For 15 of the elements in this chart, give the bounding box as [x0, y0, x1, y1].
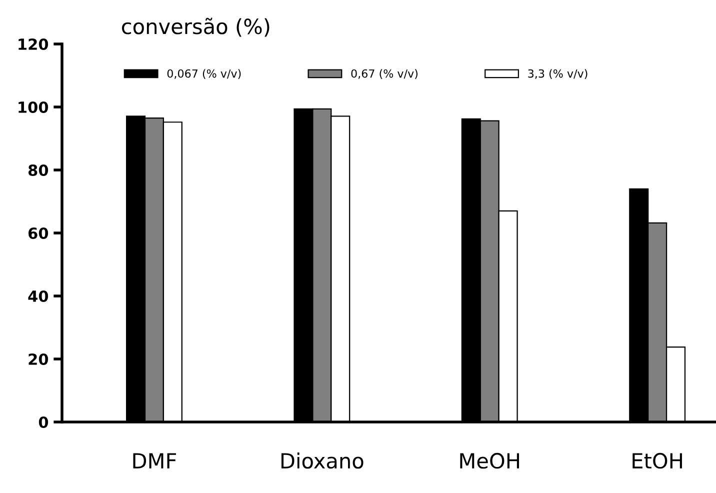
y-tick-label: 0 [38, 416, 48, 428]
x-tick-label: EtOH [632, 452, 682, 469]
x-tick-label: MeOH [460, 452, 519, 469]
y-tick-label: 20 [28, 353, 48, 366]
legend-label: 0,067 (% v/v) [167, 69, 241, 80]
y-tick-label: 100 [18, 101, 48, 114]
y-tick-label: 60 [28, 227, 48, 240]
x-tick-label: DMF [133, 453, 176, 468]
y-tick-label: 80 [28, 164, 48, 176]
legend-label: 0,67 (% v/v) [351, 69, 418, 80]
legend-label: 3,3 (% v/v) [528, 69, 588, 80]
y-axis-title: conversão (%) [122, 18, 270, 37]
y-tick-label: 120 [18, 38, 48, 50]
x-tick-label: Dioxano [281, 452, 364, 469]
y-tick-label: 40 [28, 290, 48, 302]
